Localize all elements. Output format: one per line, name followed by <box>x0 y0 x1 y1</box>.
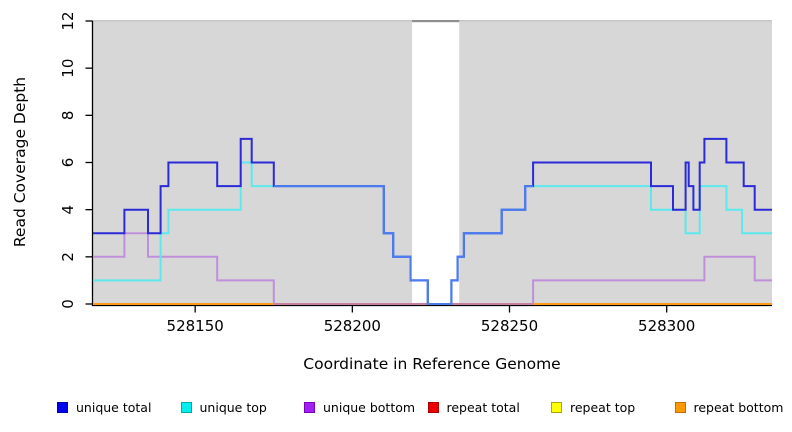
legend-item-repeat-total: repeat total <box>427 399 520 415</box>
x-tick-label: 528300 <box>638 317 695 335</box>
y-tick-label: 2 <box>59 252 77 262</box>
no-data-band-top-edge <box>412 20 460 23</box>
series-unique-total-over-top-overlay <box>273 185 534 305</box>
legend-label: unique bottom <box>323 399 416 415</box>
y-axis-title: Read Coverage Depth <box>11 76 29 248</box>
legend-label: repeat bottom <box>693 399 784 415</box>
legend-item-unique-bottom: unique bottom <box>304 399 415 415</box>
y-tick-label: 12 <box>59 11 77 30</box>
y-tick-label: 0 <box>59 299 77 309</box>
legend-item-unique-top: unique top <box>180 399 267 415</box>
x-tick-label: 528150 <box>167 317 224 335</box>
series-unique-bottom <box>93 232 772 305</box>
y-tick-label: 10 <box>59 59 77 78</box>
x-tick-label: 528200 <box>324 317 381 335</box>
legend-item-repeat-bottom: repeat bottom <box>674 399 784 415</box>
legend-item-repeat-top: repeat top <box>551 399 635 415</box>
y-tick-label: 8 <box>59 111 77 121</box>
legend-swatch-unique-total <box>57 401 68 413</box>
y-tick-label: 4 <box>59 205 77 215</box>
legend-label: repeat top <box>570 399 636 415</box>
legend-item-unique-total: unique total <box>57 399 151 415</box>
legend-label: unique total <box>76 399 152 415</box>
legend-label: repeat total <box>446 399 520 415</box>
legend-swatch-unique-top <box>180 401 192 413</box>
legend: unique total unique top unique bottom repea… <box>0 399 792 417</box>
legend-swatch-unique-bottom <box>304 401 315 413</box>
no-data-band <box>412 21 460 305</box>
legend-swatch-repeat-top <box>551 401 562 413</box>
legend-label: unique top <box>199 399 267 415</box>
x-tick-label: 528250 <box>481 317 538 335</box>
y-tick-label: 6 <box>59 158 77 168</box>
legend-swatch-repeat-bottom <box>674 401 686 413</box>
x-axis-title: Coordinate in Reference Genome <box>303 355 561 373</box>
legend-swatch-repeat-total <box>427 401 439 413</box>
